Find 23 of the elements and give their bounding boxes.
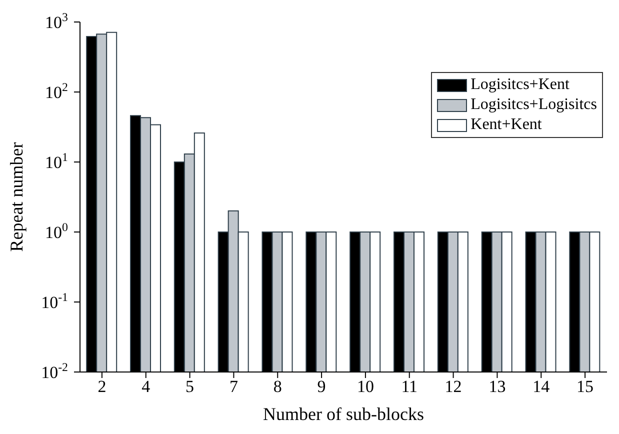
legend-label: Logisitcs+Kent bbox=[470, 75, 570, 95]
y-axis-title: Repeat number bbox=[6, 142, 26, 252]
x-tick-label: 8 bbox=[273, 377, 282, 396]
x-tick-label: 5 bbox=[186, 377, 194, 396]
y-tick-label: 10$^{3}$ bbox=[45, 10, 68, 32]
y-tick-label: 10$^{2}$ bbox=[45, 80, 68, 102]
legend-label: Kent+Kent bbox=[470, 115, 542, 135]
x-tick-label: 13 bbox=[488, 377, 506, 396]
x-tick-label: 15 bbox=[576, 377, 594, 396]
x-tick-label: 2 bbox=[98, 377, 106, 396]
x-tick-label: 10 bbox=[356, 377, 374, 396]
x-tick-label: 7 bbox=[229, 377, 238, 396]
legend-label: Logisitcs+Logisitcs bbox=[470, 95, 597, 115]
y-tick-label: 10$^{-1}$ bbox=[41, 290, 68, 312]
x-tick-label: 11 bbox=[401, 377, 418, 396]
x-tick-label: 9 bbox=[317, 377, 326, 396]
x-axis-title: Number of sub-blocks bbox=[263, 404, 424, 424]
x-tick-label: 4 bbox=[142, 377, 151, 396]
y-tick-label: 10$^{0}$ bbox=[45, 220, 68, 242]
x-tick-label: 12 bbox=[444, 377, 462, 396]
y-tick-label: 10$^{-2}$ bbox=[41, 360, 68, 382]
y-tick-label: 10$^{1}$ bbox=[45, 150, 68, 172]
x-tick-label: 14 bbox=[532, 377, 550, 396]
